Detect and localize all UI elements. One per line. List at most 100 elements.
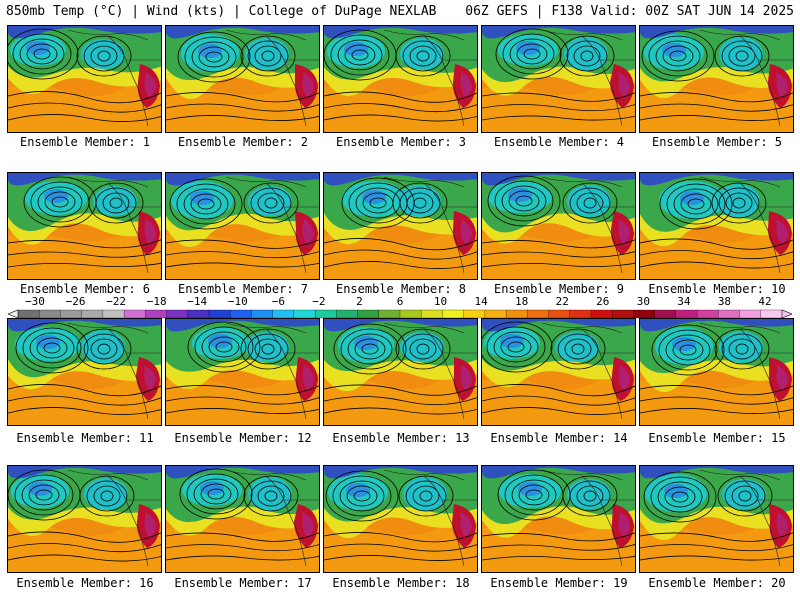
colorbar-tick-label: 38 [717,295,732,308]
temperature-map-image [640,319,793,425]
ensemble-member-map [639,318,794,426]
ensemble-member-map [323,25,478,133]
colorbar-swatch [230,309,252,319]
colorbar-tick-label: 10 [433,295,448,308]
ensemble-member-map [323,465,478,573]
ensemble-member-map [481,465,636,573]
ensemble-member-label: Ensemble Member: 16 [16,576,154,590]
colorbar-swatch [739,309,762,319]
colorbar-tick-label: 42 [758,295,772,308]
colorbar-swatch [696,309,719,319]
colorbar-tick-label: 2 [356,295,363,308]
temperature-map-image [482,319,635,425]
ensemble-member-label: Ensemble Member: 15 [648,431,786,445]
colorbar-swatch [760,309,783,319]
ensemble-member-label: Ensemble Member: 7 [177,282,309,296]
temperature-map-image [482,26,635,132]
ensemble-member-label: Ensemble Member: 9 [493,282,625,296]
colorbar-swatch [145,309,168,319]
colorbar-tick-label: −6 [271,295,285,308]
ensemble-member-label: Ensemble Member: 3 [335,135,467,149]
colorbar-swatch [357,309,380,319]
colorbar-swatch [102,309,125,319]
colorbar-swatch [718,309,741,319]
colorbar-swatch [293,309,316,319]
ensemble-member-map [7,25,162,133]
colorbar-swatch [272,309,295,319]
ensemble-member-label: Ensemble Member: 4 [493,135,625,149]
colorbar-swatch [463,309,486,319]
colorbar-swatch [378,309,401,319]
ensemble-member-map [639,172,794,280]
ensemble-member-label: Ensemble Member: 14 [490,431,628,445]
ensemble-member-label: Ensemble Member: 11 [16,431,154,445]
colorbar-tick-label: −30 [25,295,45,308]
temperature-map-image [482,466,635,572]
colorbar-swatch [336,309,359,319]
temperature-map-image [640,173,793,279]
ensemble-member-label: Ensemble Member: 20 [648,576,786,590]
colorbar-swatch [505,309,528,319]
colorbar-swatch [187,309,210,319]
colorbar-swatch [123,309,146,319]
colorbar-tick-label: −26 [65,295,86,308]
temperature-map-image [8,26,161,132]
ensemble-member-label: Ensemble Member: 12 [174,431,312,445]
temperature-map-image [166,319,319,425]
temperature-colorbar [8,309,792,319]
ensemble-member-map [639,465,794,573]
colorbar-left-arrow [8,309,19,319]
colorbar-tick-label: 6 [396,295,404,308]
ensemble-member-map [7,465,162,573]
colorbar-tick-label: 18 [515,295,529,308]
colorbar-tick-label: −10 [227,295,248,308]
ensemble-member-label: Ensemble Member: 5 [651,135,783,149]
ensemble-member-map [481,318,636,426]
colorbar-swatch [633,309,656,319]
temperature-map-image [8,173,161,279]
colorbar-swatch [60,309,83,319]
colorbar-swatch [612,309,634,319]
colorbar-swatch [527,309,550,319]
ensemble-member-map [481,25,636,133]
colorbar-tick-label: −18 [146,295,167,308]
ensemble-member-map [323,318,478,426]
temperature-map-image [166,173,319,279]
ensemble-member-label: Ensemble Member: 18 [332,576,470,590]
colorbar-tick-label: 30 [636,295,650,308]
temperature-map-image [8,466,161,572]
ensemble-member-map [165,25,320,133]
colorbar-swatch [548,309,571,319]
colorbar-swatch [590,309,613,319]
ensemble-member-map [165,318,320,426]
ensemble-member-label: Ensemble Member: 13 [332,431,470,445]
temperature-map-image [324,173,477,279]
colorbar-swatch [442,309,465,319]
ensemble-member-label: Ensemble Member: 1 [19,135,151,149]
colorbar-swatch [251,309,274,319]
colorbar-tick-label: 14 [474,295,488,308]
ensemble-member-label: Ensemble Member: 17 [174,576,312,590]
ensemble-member-map [7,318,162,426]
colorbar-swatch [654,309,677,319]
temperature-map-image [324,319,477,425]
map-title: 850mb Temp (°C) | Wind (kts) | College o… [6,4,437,19]
colorbar-right-arrow [781,309,792,319]
ensemble-member-map [481,172,636,280]
temperature-map-image [640,466,793,572]
colorbar-tick-label: 34 [677,295,691,308]
colorbar-swatch [81,309,104,319]
ensemble-member-map [165,465,320,573]
colorbar-tick-label: −22 [106,295,127,308]
ensemble-member-map [7,172,162,280]
model-run-valid-time: 06Z GEFS | F138 Valid: 00Z SAT JUN 14 20… [465,4,794,19]
colorbar-swatch [675,309,698,319]
temperature-map-image [324,466,477,572]
temperature-map-image [640,26,793,132]
colorbar-swatch [421,309,443,319]
colorbar-tick-label: 22 [555,295,569,308]
ensemble-member-label: Ensemble Member: 8 [335,282,467,296]
colorbar-swatch [399,309,422,319]
temperature-map-image [166,26,319,132]
colorbar-swatch [569,309,592,319]
